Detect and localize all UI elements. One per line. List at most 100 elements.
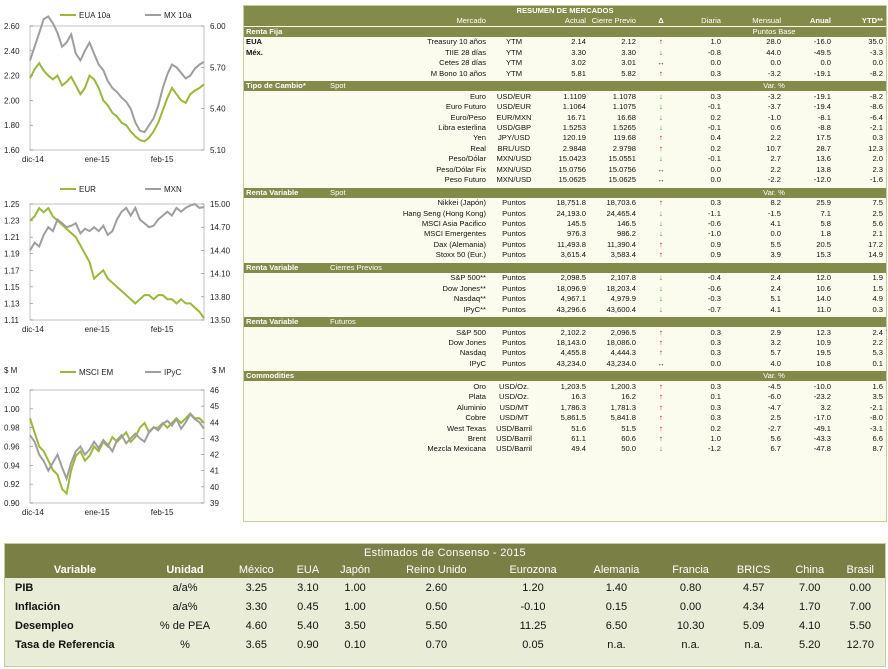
consensus-cell: 0.05 — [522, 638, 544, 651]
cell-d: 0.3 — [710, 91, 721, 101]
cell-act: 4,455.8 — [560, 348, 586, 358]
cell-name: Mezcla Mexicana — [427, 444, 486, 454]
cell-act: 2.14 — [571, 37, 586, 47]
consensus-cell: 5.09 — [742, 619, 765, 632]
cell-a: 13.8 — [816, 164, 831, 174]
consensus-header-row: Variable Unidad México EUA Japón Reino Unido E… — [5, 562, 885, 578]
cell-d: -0.3 — [707, 294, 721, 304]
chart-fx: EUR MXN 1.11 1.13 1.15 1.17 1.19 1.21 1.23 1.25 13… — [0, 182, 236, 332]
cell-prev: 4,979.9 — [610, 294, 636, 304]
cell-unit: YTM — [505, 58, 523, 68]
row-group: EUA — [246, 37, 263, 47]
cell-a: 10.9 — [816, 337, 831, 347]
cell-act: 120.19 — [562, 133, 586, 143]
cell-a: 0.0 — [820, 58, 831, 68]
trend-arrow-icon: ↓ — [659, 219, 663, 228]
header-anual: Anual — [809, 16, 831, 26]
cell-m: 4.1 — [770, 219, 781, 228]
cell-d: 0.3 — [710, 337, 721, 347]
trend-arrow-icon: ↓ — [659, 283, 663, 293]
cell-prev: 43,600.4 — [606, 304, 636, 314]
market-title: RESUMEN DE MERCADOS — [516, 6, 614, 15]
cell-prev: 2.9798 — [612, 143, 636, 153]
consensus-cell: 0.80 — [679, 581, 702, 594]
y-left-tick: 0.96 — [4, 443, 20, 452]
cell-prev: 1.1075 — [612, 102, 636, 112]
header-ytd: YTD** — [861, 16, 883, 26]
consensus-estimates-panel: Estimados de Consenso - 2015 Variable Uni… — [4, 543, 886, 667]
cell-m: -1.5 — [767, 208, 781, 218]
x-tick: ene-15 — [85, 155, 110, 164]
section-sub: Spot — [330, 187, 346, 197]
y-right-tick: 6.00 — [210, 22, 226, 31]
cell-a: -23.2 — [813, 392, 831, 402]
consensus-cell: 7.00 — [849, 600, 871, 613]
market-row: S&P 500** Puntos 2,098.5 2,107.8 -0.4 2.4 12.0… — [244, 273, 886, 283]
cell-m: 2.4 — [770, 273, 781, 283]
cell-d: 0.0 — [710, 358, 721, 368]
cell-m: 2.4 — [770, 283, 781, 293]
cell-d: 0.1 — [710, 392, 721, 402]
trend-arrow-icon: ↑ — [659, 348, 663, 358]
y-right-tick: 15.00 — [210, 200, 231, 209]
section-units: Var. % — [763, 371, 785, 381]
cell-name: Dow Jones — [448, 337, 486, 347]
header-diaria: Diaria — [701, 16, 721, 26]
chart-fx-svg: EUR MXN 1.11 1.13 1.15 1.17 1.19 1.21 1.23 1.25 13… — [4, 185, 231, 332]
consensus-row-label: Tasa de Referencia — [15, 638, 115, 651]
y-left-tick: 1.23 — [4, 217, 20, 226]
consensus-cell: 0.50 — [425, 600, 448, 613]
consensus-cell: 0.00 — [849, 581, 871, 594]
cell-prev: 119.68 — [613, 133, 636, 143]
y-left-tick: 2.00 — [4, 96, 20, 105]
cell-name: MSCI Emergentes — [423, 229, 486, 239]
cell-name: IPyC — [469, 358, 486, 368]
trend-arrow-icon: ↓ — [659, 47, 663, 57]
cell-unit: USD/GBP — [496, 122, 532, 132]
cell-prev: 1.1078 — [612, 91, 636, 101]
market-row: Peso Futuro MXN/USD 15.0625 15.0625 0.0 -2.2 -… — [244, 175, 886, 185]
legend-label: MX 10a — [164, 11, 192, 20]
market-row: Libra esterlina USD/GBP 1.5253 1.5265 -0.1 0.… — [244, 123, 886, 133]
header-mensual: Mensual — [752, 16, 781, 26]
consensus-col-header: Japón — [328, 562, 383, 578]
cell-a: 3.2 — [820, 402, 831, 412]
consensus-table: Estimados de Consenso - 2015 Variable Uni… — [5, 544, 885, 654]
consensus-col-header: Unidad — [145, 562, 225, 578]
cell-act: 976.3 — [566, 229, 586, 239]
cell-prev: 60.6 — [621, 434, 636, 443]
cell-m: 5.1 — [770, 294, 781, 304]
trend-arrow-icon: ↓ — [659, 208, 663, 218]
cell-prev: 16.2 — [621, 392, 636, 402]
cell-m: -3.2 — [767, 91, 781, 101]
cell-y: -2.1 — [869, 122, 883, 132]
y-left-tick: 1.19 — [4, 250, 20, 259]
legend-label: EUA 10a — [79, 11, 111, 20]
cell-unit: Puntos — [502, 250, 526, 260]
series-line-mx-10a — [29, 15, 205, 134]
cell-d: 0.0 — [710, 175, 721, 185]
consensus-title: Estimados de Consenso - 2015 — [5, 544, 885, 562]
cell-y: -8.2 — [869, 91, 883, 101]
cell-m: 5.5 — [770, 239, 781, 249]
market-row: Dow Jones** Puntos 18,096.9 18,203.4 -0.6 2.4… — [244, 284, 886, 294]
cell-m: 2.2 — [770, 164, 781, 174]
cell-d: -1.1 — [707, 208, 721, 218]
trend-arrow-icon: ↑ — [659, 327, 663, 337]
y-right-tick: 5.10 — [210, 146, 226, 155]
header-prev: Cierre Previo — [591, 16, 636, 26]
market-row: Aluminio USD/MT 1,786.3 1,781.3 0.3 -4.7 3.2 -2… — [244, 403, 886, 413]
cell-prev: 24,465.4 — [606, 208, 636, 218]
cell-unit: USD/Oz. — [499, 392, 529, 402]
cell-act: 3,615.4 — [560, 250, 586, 260]
consensus-cell: 5.50 — [849, 619, 871, 632]
y-right-tick: 44 — [210, 418, 219, 427]
market-row: Mezcla Mexicana USD/Barril 49.4 50.0 -1.2 6.7… — [244, 444, 886, 454]
cell-m: 2.7 — [770, 154, 781, 164]
cell-act: 51.6 — [571, 423, 586, 433]
cell-m: 28.0 — [766, 37, 781, 47]
y-left-tick: 0.98 — [4, 424, 20, 433]
cell-act: 18,143.0 — [556, 337, 586, 347]
cell-y: -3.3 — [869, 47, 883, 57]
plot-frame — [29, 203, 205, 321]
